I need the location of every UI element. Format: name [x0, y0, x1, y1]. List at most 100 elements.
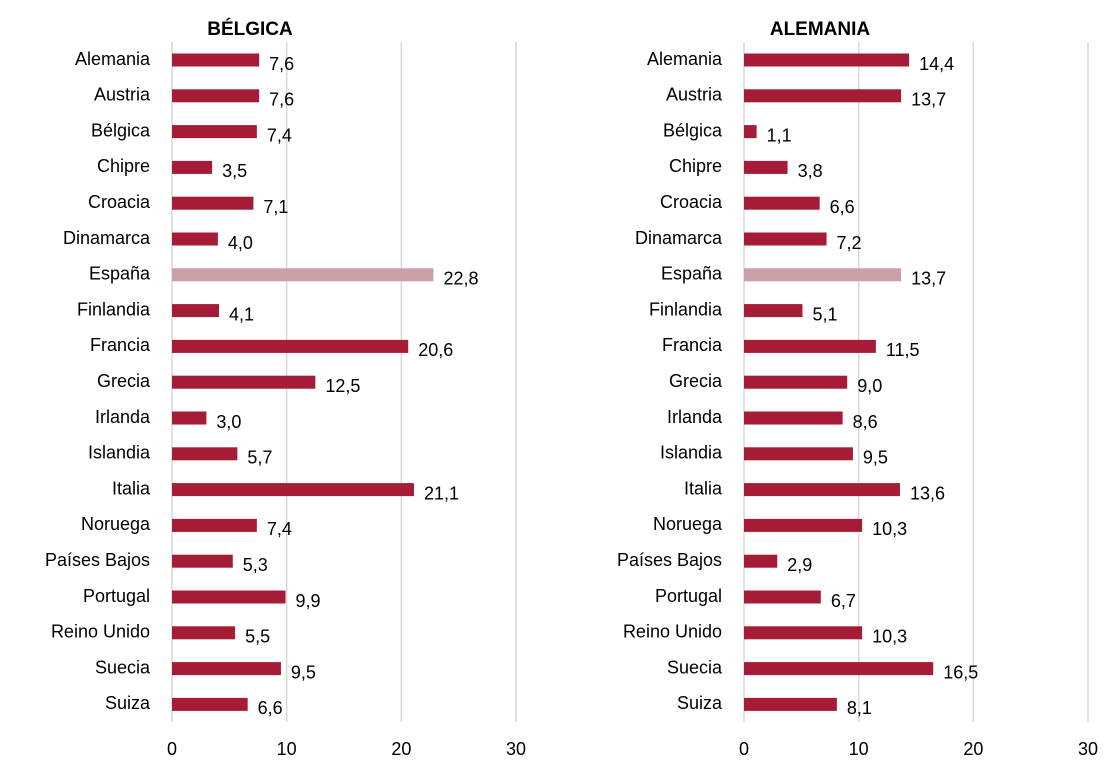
bar	[744, 125, 757, 139]
bar	[744, 483, 900, 497]
bar	[744, 304, 803, 318]
y-tick-label: Alemania	[75, 49, 151, 69]
data-label: 5,5	[245, 627, 270, 647]
bar	[744, 375, 848, 389]
bar	[172, 232, 218, 246]
y-tick-label: Países Bajos	[617, 550, 722, 570]
data-label: 5,1	[812, 304, 837, 324]
bar	[744, 626, 863, 640]
y-tick-label: Suecia	[95, 657, 151, 677]
y-tick-label: Bélgica	[663, 120, 723, 140]
data-label: 3,0	[216, 412, 241, 432]
data-label: 7,4	[267, 519, 292, 539]
data-label: 13,7	[911, 269, 946, 289]
y-tick-label: Grecia	[97, 371, 151, 391]
bar	[172, 160, 213, 174]
bar	[172, 483, 414, 497]
y-tick-label: Francia	[90, 335, 151, 355]
data-label: 7,6	[269, 90, 294, 110]
bar	[172, 590, 286, 604]
y-tick-label: Croacia	[88, 192, 151, 212]
data-label: 6,7	[831, 591, 856, 611]
bar	[744, 232, 827, 246]
data-label: 7,1	[263, 197, 288, 217]
y-tick-label: Croacia	[660, 192, 723, 212]
y-tick-label: Reino Unido	[51, 622, 150, 642]
x-tick-label: 0	[739, 739, 749, 759]
y-tick-label: Países Bajos	[45, 550, 150, 570]
data-label: 14,4	[919, 54, 954, 74]
data-label: 8,6	[853, 412, 878, 432]
bar	[744, 554, 778, 568]
y-tick-label: Noruega	[81, 514, 151, 534]
y-tick-label: Islandia	[660, 443, 723, 463]
y-tick-label: Suiza	[105, 693, 151, 713]
bar	[744, 590, 821, 604]
data-label: 7,6	[269, 54, 294, 74]
bar	[744, 196, 820, 210]
data-label: 8,1	[847, 698, 872, 718]
y-tick-label: Grecia	[669, 371, 723, 391]
y-tick-label: Dinamarca	[63, 228, 151, 248]
y-tick-label: Portugal	[655, 586, 722, 606]
y-tick-label: Italia	[684, 478, 723, 498]
bar	[744, 662, 934, 676]
bar	[172, 554, 233, 568]
x-tick-label: 10	[277, 739, 297, 759]
bar	[172, 304, 220, 318]
y-tick-label: España	[89, 264, 151, 284]
y-tick-label: Finlandia	[77, 299, 151, 319]
y-tick-label: Dinamarca	[635, 228, 723, 248]
bar	[744, 411, 843, 425]
data-label: 4,0	[228, 233, 253, 253]
bar	[744, 53, 910, 67]
data-label: 3,8	[798, 161, 823, 181]
bar	[172, 447, 238, 461]
bar	[744, 447, 853, 461]
data-label: 13,6	[910, 483, 945, 503]
y-tick-label: Finlandia	[649, 299, 723, 319]
data-label: 20,6	[418, 340, 453, 360]
data-label: 22,8	[443, 269, 478, 289]
x-tick-label: 10	[849, 739, 869, 759]
data-label: 13,7	[911, 90, 946, 110]
x-tick-label: 20	[963, 739, 983, 759]
chart-title: BÉLGICA	[207, 18, 293, 40]
y-tick-label: Reino Unido	[623, 622, 722, 642]
data-label: 7,4	[267, 125, 292, 145]
y-tick-label: Francia	[662, 335, 723, 355]
data-label: 9,9	[296, 591, 321, 611]
bar	[172, 53, 260, 67]
y-tick-label: Italia	[112, 478, 151, 498]
data-label: 10,3	[872, 627, 907, 647]
data-label: 9,0	[857, 376, 882, 396]
bar	[744, 268, 902, 282]
bar	[744, 89, 902, 103]
bar	[172, 662, 281, 676]
data-label: 11,5	[886, 340, 920, 360]
bar	[172, 196, 254, 210]
y-tick-label: Austria	[666, 85, 723, 105]
bar	[744, 697, 837, 711]
bar	[172, 697, 248, 711]
data-label: 21,1	[424, 483, 459, 503]
data-label: 2,9	[787, 555, 812, 575]
y-tick-label: Noruega	[653, 514, 723, 534]
bar	[744, 160, 788, 174]
x-tick-label: 0	[167, 739, 177, 759]
data-label: 7,2	[837, 233, 862, 253]
y-tick-label: Alemania	[647, 49, 723, 69]
bar	[172, 339, 409, 353]
data-label: 9,5	[291, 662, 316, 682]
x-tick-label: 30	[1078, 739, 1098, 759]
data-label: 12,5	[325, 376, 360, 396]
y-tick-label: Austria	[94, 85, 151, 105]
data-label: 6,6	[830, 197, 855, 217]
y-tick-label: Islandia	[88, 443, 151, 463]
data-label: 9,5	[863, 448, 888, 468]
data-label: 16,5	[943, 662, 978, 682]
data-label: 5,3	[243, 555, 268, 575]
bar	[172, 89, 260, 103]
x-tick-label: 20	[391, 739, 411, 759]
